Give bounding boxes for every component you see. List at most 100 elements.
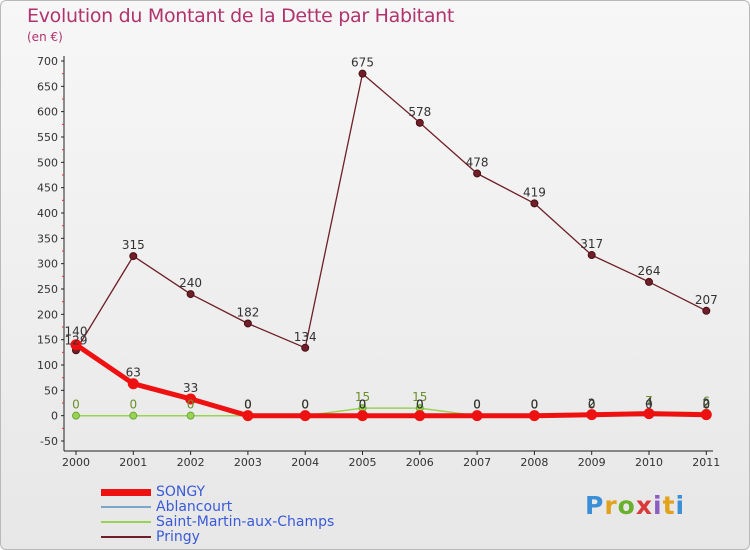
x-tick-label: 2000 bbox=[62, 456, 90, 469]
logo-letter: t bbox=[662, 491, 676, 520]
y-tick-label: 100 bbox=[37, 359, 58, 372]
data-point-songy bbox=[70, 339, 82, 351]
series-line-pringy bbox=[75, 73, 707, 351]
data-point-pringy bbox=[358, 69, 367, 78]
data-label-songy: 0 bbox=[531, 398, 539, 412]
x-tick-label: 2011 bbox=[692, 456, 720, 469]
legend-label-saint-martin-aux-champs: Saint-Martin-aux-Champs bbox=[156, 514, 335, 530]
data-point-songy bbox=[528, 410, 540, 422]
data-point-songy bbox=[242, 410, 254, 422]
chart-title: Evolution du Montant de la Dette par Hab… bbox=[27, 5, 455, 27]
logo-letter: i bbox=[653, 491, 663, 520]
logo-letter: P bbox=[585, 491, 605, 520]
y-tick-label: 700 bbox=[37, 55, 58, 68]
data-label-pringy: 315 bbox=[122, 238, 145, 252]
legend-label-songy: SONGY bbox=[156, 484, 206, 500]
data-label-saint-martin-aux-champs: 0 bbox=[244, 398, 252, 412]
data-label-pringy: 134 bbox=[294, 330, 317, 344]
data-point-pringy bbox=[129, 252, 138, 261]
data-label-ablancourt: 0 bbox=[588, 398, 596, 412]
data-label-saint-martin-aux-champs: 0 bbox=[187, 398, 195, 412]
y-tick-label: 350 bbox=[37, 232, 58, 245]
data-label-songy: 63 bbox=[126, 366, 141, 380]
data-point-pringy bbox=[186, 290, 195, 299]
x-tick-label: 2009 bbox=[578, 456, 606, 469]
data-label-saint-martin-aux-champs: 0 bbox=[129, 398, 137, 412]
data-label-songy: 4 bbox=[645, 396, 653, 410]
x-tick-label: 2010 bbox=[635, 456, 663, 469]
data-label-pringy: 419 bbox=[523, 185, 546, 199]
y-tick-label: 50 bbox=[44, 384, 58, 397]
y-tick-label: 500 bbox=[37, 156, 58, 169]
y-tick-label: -50 bbox=[40, 435, 58, 448]
data-label-pringy: 578 bbox=[408, 105, 431, 119]
data-label-ablancourt: 0 bbox=[531, 398, 539, 412]
legend-swatch-songy bbox=[101, 488, 151, 496]
data-label-songy: 2 bbox=[702, 397, 710, 411]
data-label-songy: 0 bbox=[416, 398, 424, 412]
legend-swatch-saint-martin-aux-champs bbox=[101, 521, 151, 523]
x-tick-label: 2003 bbox=[234, 456, 262, 469]
data-label-saint-martin-aux-champs: 6 bbox=[702, 395, 710, 409]
data-label-saint-martin-aux-champs: 0 bbox=[473, 398, 481, 412]
data-point-pringy bbox=[301, 343, 310, 352]
x-tick-label: 2008 bbox=[520, 456, 548, 469]
x-tick-label: 2002 bbox=[177, 456, 205, 469]
x-tick-label: 2004 bbox=[291, 456, 319, 469]
data-point-songy bbox=[414, 410, 426, 422]
data-point-songy bbox=[127, 378, 139, 390]
x-tick-label: 2007 bbox=[463, 456, 491, 469]
data-label-saint-martin-aux-champs: 0 bbox=[301, 398, 309, 412]
data-point-pringy bbox=[530, 199, 539, 208]
data-point-pringy bbox=[243, 319, 252, 328]
data-point-saint-martin-aux-champs bbox=[186, 411, 195, 420]
data-label-saint-martin-aux-champs: 15 bbox=[412, 390, 427, 404]
logo-letter: i bbox=[675, 491, 686, 520]
data-label-pringy: 264 bbox=[638, 264, 661, 278]
proxiti-logo: Proxiti bbox=[585, 491, 685, 520]
data-label-pringy: 317 bbox=[580, 237, 603, 251]
data-label-saint-martin-aux-champs: 0 bbox=[588, 398, 596, 412]
y-tick-label: 250 bbox=[37, 283, 58, 296]
x-tick-label: 2006 bbox=[406, 456, 434, 469]
y-tick-label: 650 bbox=[37, 80, 58, 93]
data-point-songy bbox=[357, 410, 368, 422]
data-label-songy: 0 bbox=[301, 398, 309, 412]
chart-subtitle: (en €) bbox=[27, 30, 63, 44]
data-label-saint-martin-aux-champs: 0 bbox=[531, 398, 539, 412]
data-label-songy: 33 bbox=[183, 381, 198, 395]
data-point-pringy bbox=[473, 169, 482, 178]
logo-letter: x bbox=[635, 491, 653, 520]
data-label-saint-martin-aux-champs: 15 bbox=[355, 390, 370, 404]
data-point-songy bbox=[586, 409, 598, 421]
data-label-saint-martin-aux-champs: 7 bbox=[645, 394, 653, 408]
y-tick-label: 550 bbox=[37, 131, 58, 144]
data-label-ablancourt: 0 bbox=[416, 398, 424, 412]
data-point-pringy bbox=[645, 277, 653, 286]
data-label-songy: 140 bbox=[65, 325, 88, 339]
data-label-saint-martin-aux-champs: 0 bbox=[72, 398, 80, 412]
data-label-ablancourt: 0 bbox=[359, 398, 367, 412]
x-tick-label: 2005 bbox=[349, 456, 377, 469]
y-tick-label: 200 bbox=[37, 308, 58, 321]
data-label-pringy: 129 bbox=[65, 333, 88, 347]
y-tick-label: 450 bbox=[37, 182, 58, 195]
data-label-pringy: 240 bbox=[179, 276, 202, 290]
y-tick-label: 300 bbox=[37, 258, 58, 271]
data-label-songy: 0 bbox=[244, 398, 252, 412]
data-point-songy bbox=[643, 408, 655, 420]
data-label-pringy: 675 bbox=[351, 56, 374, 70]
data-point-saint-martin-aux-champs bbox=[129, 411, 138, 420]
data-label-songy: 2 bbox=[588, 397, 596, 411]
data-point-pringy bbox=[702, 306, 711, 315]
data-label-pringy: 182 bbox=[236, 305, 259, 319]
y-tick-label: 150 bbox=[37, 334, 58, 347]
data-label-pringy: 207 bbox=[695, 293, 718, 307]
data-label-songy: 0 bbox=[359, 398, 367, 412]
data-label-ablancourt: 0 bbox=[473, 398, 481, 412]
legend-label-ablancourt: Ablancourt bbox=[156, 499, 233, 515]
data-point-songy bbox=[471, 410, 483, 422]
y-tick-label: 0 bbox=[51, 410, 58, 423]
data-label-ablancourt: 0 bbox=[702, 398, 710, 412]
